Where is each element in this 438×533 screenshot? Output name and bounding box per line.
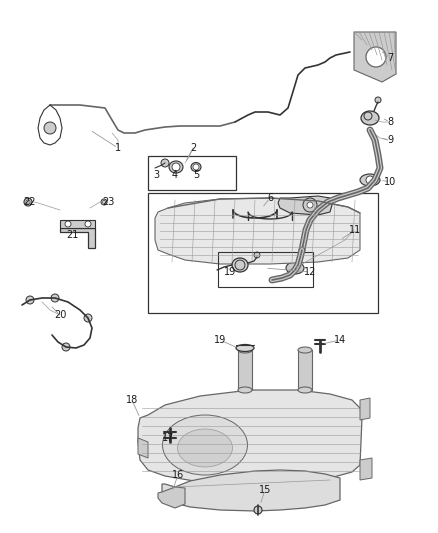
Text: 23: 23 (102, 197, 114, 207)
Bar (298, 350, 312, 390)
Circle shape (26, 200, 30, 204)
Text: 18: 18 (126, 395, 138, 405)
Text: 12: 12 (304, 267, 316, 277)
Text: 3: 3 (153, 170, 159, 180)
Text: 15: 15 (259, 485, 271, 495)
Ellipse shape (361, 111, 379, 125)
Circle shape (84, 314, 92, 322)
Polygon shape (158, 487, 185, 508)
Text: 22: 22 (24, 197, 36, 207)
Circle shape (193, 164, 199, 170)
Circle shape (44, 122, 56, 134)
Circle shape (101, 199, 107, 205)
Text: 19: 19 (214, 335, 226, 345)
Polygon shape (60, 228, 95, 248)
Text: 20: 20 (54, 310, 66, 320)
Text: 5: 5 (193, 170, 199, 180)
Text: 19: 19 (224, 267, 236, 277)
Text: 8: 8 (387, 117, 393, 127)
Bar (218, 252, 313, 287)
Circle shape (254, 506, 262, 514)
Circle shape (51, 294, 59, 302)
Ellipse shape (236, 344, 254, 351)
Text: 1: 1 (115, 143, 121, 153)
Ellipse shape (238, 387, 252, 393)
Polygon shape (360, 398, 370, 420)
Polygon shape (278, 196, 332, 215)
Text: 6: 6 (267, 193, 273, 203)
Circle shape (172, 163, 180, 171)
Ellipse shape (238, 347, 252, 353)
Polygon shape (360, 458, 372, 480)
Ellipse shape (232, 258, 248, 272)
Ellipse shape (286, 262, 304, 274)
Polygon shape (138, 438, 148, 458)
Circle shape (85, 221, 91, 227)
Ellipse shape (298, 347, 312, 353)
Circle shape (26, 296, 34, 304)
Text: 4: 4 (172, 170, 178, 180)
Circle shape (102, 200, 106, 204)
Circle shape (65, 221, 71, 227)
Text: 9: 9 (387, 135, 393, 145)
Text: 7: 7 (387, 53, 393, 63)
Circle shape (161, 159, 169, 167)
Text: 21: 21 (66, 230, 78, 240)
Circle shape (24, 198, 32, 206)
Ellipse shape (177, 429, 233, 467)
Circle shape (235, 260, 245, 270)
Text: 16: 16 (172, 470, 184, 480)
Text: 17: 17 (162, 433, 174, 443)
Polygon shape (60, 220, 95, 228)
Text: 11: 11 (349, 225, 361, 235)
Bar (148, 193, 378, 313)
Text: 14: 14 (334, 335, 346, 345)
Text: 2: 2 (190, 143, 196, 153)
Circle shape (254, 252, 260, 258)
Circle shape (307, 202, 313, 208)
Text: 10: 10 (384, 177, 396, 187)
Bar (238, 350, 252, 390)
Ellipse shape (298, 387, 312, 393)
Polygon shape (155, 198, 360, 264)
Circle shape (62, 343, 70, 351)
Circle shape (375, 97, 381, 103)
Polygon shape (138, 390, 362, 484)
Circle shape (366, 47, 386, 67)
Ellipse shape (191, 163, 201, 172)
Circle shape (303, 198, 317, 212)
Polygon shape (354, 32, 396, 82)
Polygon shape (162, 470, 340, 511)
Ellipse shape (162, 415, 247, 475)
Bar (148, 156, 236, 190)
Circle shape (366, 176, 374, 184)
Ellipse shape (169, 161, 183, 173)
Ellipse shape (360, 174, 380, 186)
Circle shape (364, 112, 372, 120)
